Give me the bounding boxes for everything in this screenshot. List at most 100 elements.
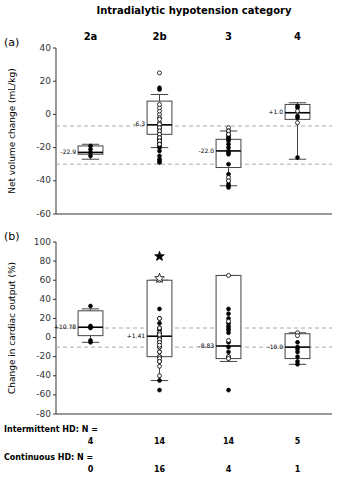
n-value: 14 xyxy=(223,437,235,446)
point-solid xyxy=(158,337,162,341)
point-solid xyxy=(158,388,162,392)
point-open xyxy=(296,121,300,125)
y-tick-label: -60 xyxy=(36,209,51,219)
median-label: -6.3 xyxy=(133,120,145,127)
point-open xyxy=(158,364,162,368)
n-value: 5 xyxy=(295,437,301,446)
point-solid xyxy=(227,132,231,136)
y-tick-label: -20 xyxy=(36,142,51,152)
box xyxy=(147,280,172,356)
point-solid xyxy=(158,379,162,383)
point-solid xyxy=(227,152,231,156)
y-tick-label: 60 xyxy=(40,275,52,285)
point-solid xyxy=(227,179,231,183)
point-open xyxy=(158,374,162,378)
panel: -60-40-2002040Net volume change (mL/kg)(… xyxy=(4,31,332,219)
reference-line xyxy=(56,347,332,348)
whisker-high xyxy=(159,94,160,101)
point-solid xyxy=(227,307,231,311)
point-solid xyxy=(296,362,300,366)
box xyxy=(216,139,241,167)
box xyxy=(285,104,310,119)
y-tick-label: 100 xyxy=(34,237,51,247)
point-open xyxy=(158,142,162,146)
category-label: 2a xyxy=(84,31,98,42)
y-tick-label: 0 xyxy=(45,109,51,119)
median-label: +10.78 xyxy=(54,323,76,330)
point-open xyxy=(158,350,162,354)
point-open xyxy=(158,142,162,146)
y-tick-label: 20 xyxy=(40,313,52,323)
point-solid xyxy=(227,162,231,166)
point-open xyxy=(227,179,231,183)
y-tick-label: 40 xyxy=(40,294,52,304)
y-tick-label: 80 xyxy=(40,256,52,266)
title: Intradialytic hypotension category xyxy=(96,5,292,16)
reference-line xyxy=(56,126,332,127)
n-row-label: Continuous HD: N = xyxy=(4,453,93,462)
point-open xyxy=(227,338,231,342)
point-solid xyxy=(227,312,231,316)
point-solid xyxy=(89,324,93,328)
category-label: 2b xyxy=(152,31,166,42)
point-open xyxy=(227,319,231,323)
panel-label: (b) xyxy=(4,230,20,243)
n-value: 4 xyxy=(226,465,232,474)
point-solid xyxy=(227,345,231,349)
point-solid xyxy=(296,340,300,344)
point-solid xyxy=(158,321,162,325)
point-open xyxy=(227,273,231,277)
point-solid xyxy=(296,350,300,354)
box xyxy=(78,311,103,336)
point-solid xyxy=(89,144,93,148)
category-label: 3 xyxy=(225,31,232,42)
background xyxy=(0,0,338,500)
point-solid xyxy=(158,359,162,363)
box xyxy=(147,101,172,134)
point-solid xyxy=(158,86,162,90)
median-label: -22.0 xyxy=(199,147,215,154)
median-label: +1.41 xyxy=(127,332,146,339)
point-solid xyxy=(227,331,231,335)
median-label: -10.0 xyxy=(268,343,284,350)
point-open xyxy=(158,326,162,330)
point-solid xyxy=(89,154,93,158)
point-open xyxy=(158,316,162,320)
median-label: -22.9 xyxy=(61,148,77,155)
y-tick-label: -80 xyxy=(36,409,51,419)
point-open xyxy=(158,71,162,75)
point-open xyxy=(227,357,231,361)
point-solid xyxy=(158,333,162,337)
cap-low xyxy=(220,361,237,362)
y-tick-label: -40 xyxy=(36,175,51,185)
box xyxy=(216,275,241,358)
y-tick-label: -60 xyxy=(36,389,51,399)
point-open xyxy=(158,343,162,347)
point-solid xyxy=(89,325,93,329)
n-row-label: Intermittent HD: N = xyxy=(4,425,98,434)
plot-area xyxy=(56,71,332,190)
point-open xyxy=(296,109,300,113)
star xyxy=(155,251,165,260)
panel: -80-60-40-20020406080100Change in cardia… xyxy=(4,230,332,474)
point-open xyxy=(158,333,162,337)
point-solid xyxy=(296,104,300,108)
box xyxy=(285,334,310,359)
y-tick-label: 40 xyxy=(40,43,52,53)
point-solid xyxy=(158,161,162,165)
n-value: 1 xyxy=(295,465,301,474)
point-open xyxy=(158,359,162,363)
y-tick-label: -20 xyxy=(36,351,51,361)
point-solid xyxy=(227,185,231,189)
y-axis-label: Change in cardiac output (%) xyxy=(7,262,17,394)
point-solid xyxy=(158,149,162,153)
chart: Intradialytic hypotension category -60 -40… xyxy=(0,0,338,500)
n-value: 4 xyxy=(88,437,94,446)
point-solid xyxy=(158,316,162,320)
category-label: 4 xyxy=(294,31,301,42)
n-value: 14 xyxy=(154,437,166,446)
point-solid xyxy=(158,142,162,146)
median-label: -8.83 xyxy=(199,342,215,349)
plot-area xyxy=(56,251,332,392)
cap-low xyxy=(82,159,99,160)
